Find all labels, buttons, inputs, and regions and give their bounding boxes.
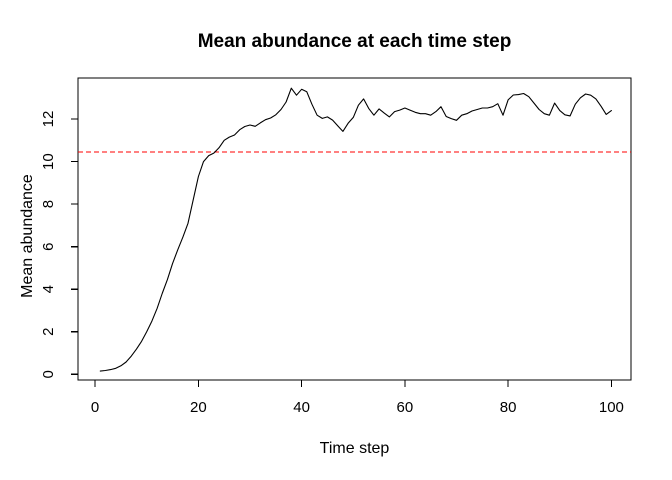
x-tick-label: 60 (397, 399, 414, 416)
x-tick-label: 20 (190, 399, 207, 416)
plot-box (77, 77, 632, 381)
x-tick-label: 80 (500, 399, 517, 416)
y-tick-label: 6 (40, 243, 57, 251)
chart-title: Mean abundance at each time step (197, 31, 512, 52)
y-tick-label: 12 (40, 111, 57, 128)
x-tick-label: 100 (599, 399, 624, 416)
y-tick-label: 4 (40, 285, 57, 293)
y-tick-label: 8 (40, 200, 57, 208)
y-tick-label: 10 (40, 153, 57, 170)
x-axis-label: Time step (319, 440, 390, 457)
y-tick-label: 0 (40, 370, 57, 378)
y-tick-label: 2 (40, 328, 57, 336)
x-tick-label: 0 (91, 399, 99, 416)
abundance-line (99, 87, 612, 372)
x-tick-label: 40 (293, 399, 310, 416)
